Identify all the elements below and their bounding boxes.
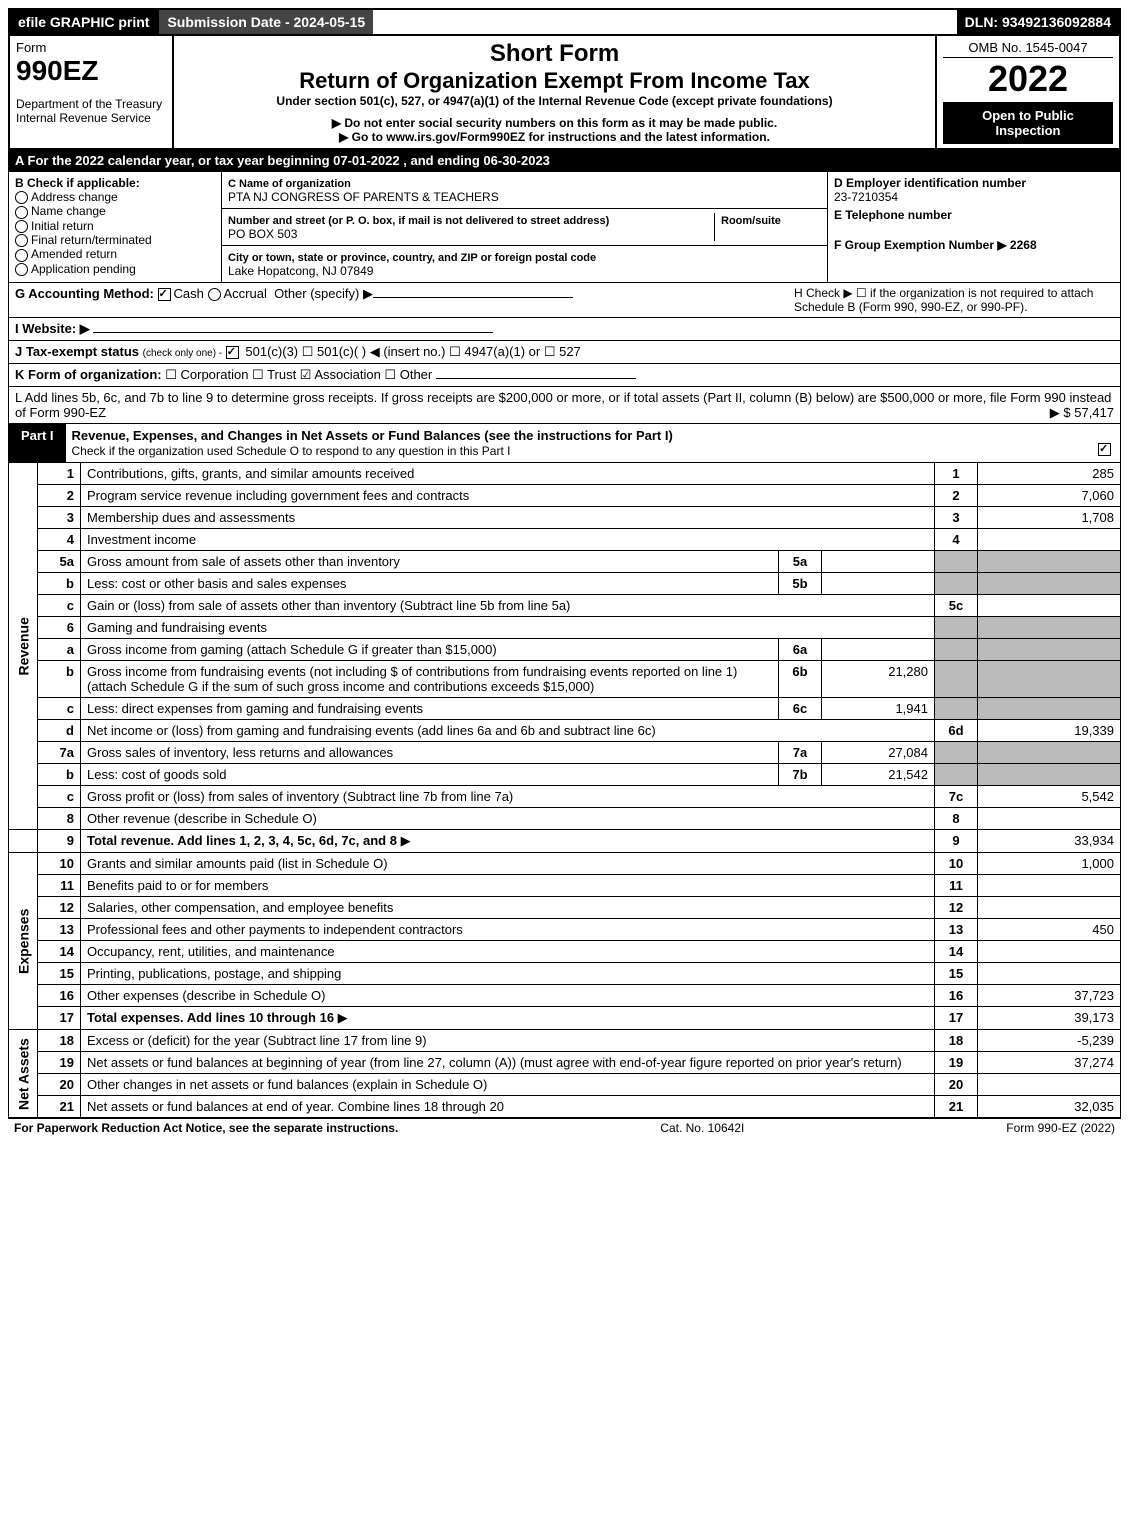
l-value: ▶ $ 57,417 [1050, 405, 1114, 421]
section-c: C Name of organization PTA NJ CONGRESS O… [222, 172, 828, 282]
c-name-label: C Name of organization [228, 178, 351, 190]
section-j: J Tax-exempt status (check only one) - 5… [8, 341, 1121, 364]
topbar: efile GRAPHIC print Submission Date - 20… [8, 8, 1121, 36]
section-g-h: G Accounting Method: Cash Accrual Other … [8, 283, 1121, 318]
lines-table: Revenue 1 Contributions, gifts, grants, … [8, 463, 1121, 1118]
org-name: PTA NJ CONGRESS OF PARENTS & TEACHERS [228, 190, 499, 204]
part1-header: Part I Revenue, Expenses, and Changes in… [8, 424, 1121, 463]
subtitle: Under section 501(c), 527, or 4947(a)(1)… [180, 94, 929, 108]
part1-tab: Part I [9, 424, 66, 462]
dln: DLN: 93492136092884 [957, 10, 1119, 34]
room-label: Room/suite [721, 215, 781, 227]
netassets-side-label: Net Assets [9, 1030, 38, 1118]
chk-schedule-o[interactable] [1098, 443, 1111, 456]
expenses-side-label: Expenses [9, 853, 38, 1030]
part1-title: Revenue, Expenses, and Changes in Net As… [66, 424, 1120, 462]
irs: Internal Revenue Service [16, 111, 166, 125]
warning: Do not enter social security numbers on … [180, 116, 929, 130]
section-b: B Check if applicable: Address change Na… [9, 172, 222, 282]
g-label: G Accounting Method: [15, 286, 154, 301]
c-city-label: City or town, state or province, country… [228, 252, 596, 264]
chk-initial-return[interactable] [15, 220, 28, 233]
e-tel-label: E Telephone number [834, 208, 1114, 222]
form-label: Form [16, 40, 166, 55]
l-text: L Add lines 5b, 6c, and 7b to line 9 to … [15, 390, 1111, 420]
f-group-value: ▶ 2268 [997, 238, 1036, 252]
dept-treasury: Department of the Treasury [16, 97, 166, 111]
c-street-label: Number and street (or P. O. box, if mail… [228, 215, 609, 227]
j-label: J Tax-exempt status [15, 344, 139, 359]
chk-amended-return[interactable] [15, 249, 28, 262]
chk-final-return[interactable] [15, 234, 28, 247]
footer-mid: Cat. No. 10642I [398, 1121, 1006, 1135]
header-right: OMB No. 1545-0047 2022 Open to Public In… [937, 36, 1119, 148]
form-number: 990EZ [16, 55, 166, 87]
chk-cash[interactable] [158, 288, 171, 301]
header: Form 990EZ Department of the Treasury In… [8, 36, 1121, 150]
omb-number: OMB No. 1545-0047 [943, 40, 1113, 58]
revenue-side-label: Revenue [9, 463, 38, 830]
page-footer: For Paperwork Reduction Act Notice, see … [8, 1118, 1121, 1137]
header-center: Short Form Return of Organization Exempt… [174, 36, 937, 148]
footer-left: For Paperwork Reduction Act Notice, see … [14, 1121, 398, 1135]
bc-grid: B Check if applicable: Address change Na… [8, 172, 1121, 283]
chk-application-pending[interactable] [15, 263, 28, 276]
org-city: Lake Hopatcong, NJ 07849 [228, 264, 373, 278]
footer-right: Form 990-EZ (2022) [1006, 1121, 1115, 1135]
org-street: PO BOX 503 [228, 227, 297, 241]
f-group-label: F Group Exemption Number [834, 238, 994, 252]
section-d: D Employer identification number 23-7210… [828, 172, 1120, 282]
section-a: A For the 2022 calendar year, or tax yea… [8, 150, 1121, 172]
title-short: Short Form [180, 40, 929, 68]
header-left: Form 990EZ Department of the Treasury In… [10, 36, 174, 148]
open-inspection: Open to Public Inspection [943, 102, 1113, 144]
i-label: I Website: ▶ [15, 321, 90, 336]
goto-link[interactable]: Go to www.irs.gov/Form990EZ for instruct… [180, 130, 929, 144]
submission-date: Submission Date - 2024-05-15 [157, 10, 373, 34]
section-i: I Website: ▶ [8, 318, 1121, 341]
tax-year: 2022 [943, 58, 1113, 100]
efile-print[interactable]: efile GRAPHIC print [10, 10, 157, 34]
chk-accrual[interactable] [208, 288, 221, 301]
k-label: K Form of organization: [15, 367, 162, 382]
b-label: B Check if applicable: [15, 176, 215, 190]
h-text: H Check ▶ ☐ if the organization is not r… [794, 286, 1114, 314]
d-ein-label: D Employer identification number [834, 176, 1114, 190]
title-main: Return of Organization Exempt From Incom… [180, 68, 929, 94]
section-l: L Add lines 5b, 6c, and 7b to line 9 to … [8, 387, 1121, 424]
chk-501c3[interactable] [226, 346, 239, 359]
chk-address-change[interactable] [15, 191, 28, 204]
ein-value: 23-7210354 [834, 190, 1114, 204]
section-k: K Form of organization: ☐ Corporation ☐ … [8, 364, 1121, 387]
chk-name-change[interactable] [15, 206, 28, 219]
